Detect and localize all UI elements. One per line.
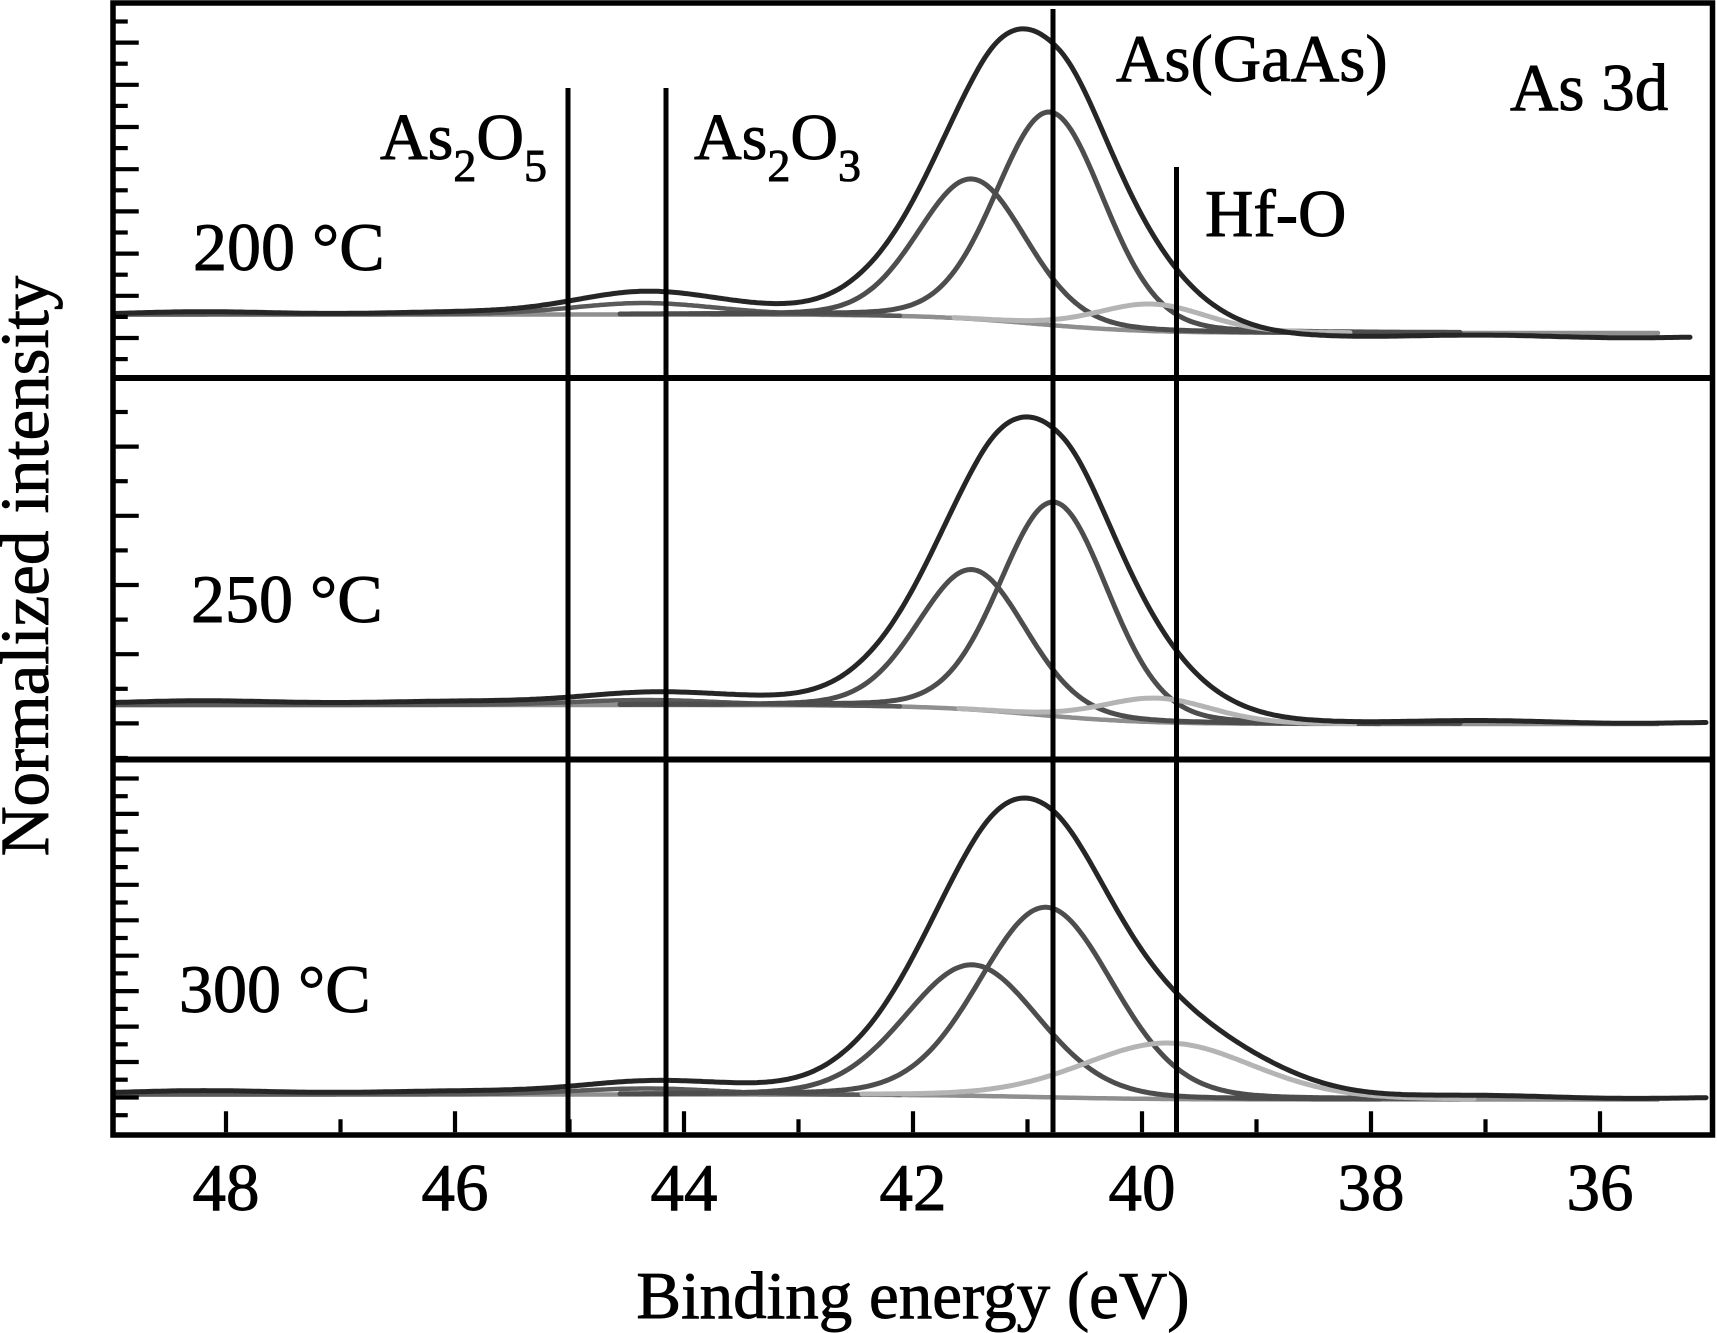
svg-text:48: 48: [193, 1151, 260, 1225]
svg-text:40: 40: [1109, 1151, 1176, 1225]
svg-text:As 3d: As 3d: [1510, 51, 1668, 125]
svg-text:300 °C: 300 °C: [179, 951, 371, 1027]
svg-text:42: 42: [880, 1151, 947, 1225]
svg-text:As(GaAs): As(GaAs): [1116, 22, 1388, 96]
svg-text:38: 38: [1338, 1151, 1405, 1225]
svg-text:As2​O5​: As2​O5​: [380, 101, 547, 191]
svg-text:Binding energy (eV): Binding energy (eV): [636, 1259, 1189, 1333]
svg-text:Hf-O: Hf-O: [1205, 177, 1346, 251]
svg-text:250 °C: 250 °C: [191, 561, 383, 637]
svg-text:As2​O3​: As2​O3​: [694, 101, 861, 191]
svg-text:44: 44: [651, 1151, 718, 1225]
svg-text:46: 46: [422, 1151, 489, 1225]
svg-text:200 °C: 200 °C: [193, 209, 385, 285]
svg-text:36: 36: [1567, 1151, 1634, 1225]
svg-text:Normalized intensity: Normalized intensity: [0, 275, 63, 856]
